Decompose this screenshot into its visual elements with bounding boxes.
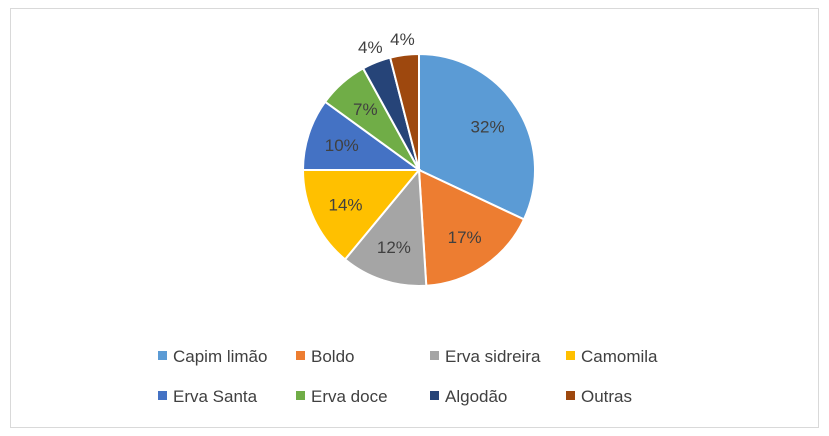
pie-slice-outras: [388, 52, 420, 171]
pie-slice-capim-limão: [418, 52, 536, 221]
slice-label-outras: 4%: [390, 30, 415, 49]
legend-label: Erva Santa: [173, 387, 258, 406]
legend-label: Outras: [581, 387, 632, 406]
legend-swatch: [158, 351, 167, 360]
slice-labels: 32% 17% 12% 14% 10% 7% 4% 4%: [325, 30, 505, 257]
legend-item-camomila: Camomila: [566, 347, 658, 366]
legend-label: Boldo: [311, 347, 354, 366]
slice-label-capim-limão: 32%: [471, 117, 505, 136]
legend-label: Camomila: [581, 347, 658, 366]
legend-label: Erva doce: [311, 387, 388, 406]
legend-item-capim-limão: Capim limão: [158, 347, 267, 366]
slice-label-erva-doce: 7%: [353, 100, 378, 119]
legend-item-algodão: Algodão: [430, 387, 507, 406]
slice-label-camomila: 14%: [329, 196, 363, 215]
legend-label: Capim limão: [173, 347, 267, 366]
slice-label-algodão: 4%: [358, 38, 383, 57]
legend-item-erva-sidreira: Erva sidreira: [430, 347, 541, 366]
legend-swatch: [158, 391, 167, 400]
legend-swatch: [430, 391, 439, 400]
pie-slice-erva-santa: [301, 100, 423, 171]
legend-label: Erva sidreira: [445, 347, 541, 366]
legend-item-outras: Outras: [566, 387, 632, 406]
pie-slice-boldo: [417, 168, 526, 287]
legend-swatch: [566, 391, 575, 400]
legend-label: Algodão: [445, 387, 507, 406]
legend-swatch: [296, 351, 305, 360]
pie-slice-camomila: [301, 169, 422, 261]
legend-swatch: [566, 351, 575, 360]
legend-item-erva-doce: Erva doce: [296, 387, 388, 406]
legend-swatch: [430, 351, 439, 360]
legend-item-boldo: Boldo: [296, 347, 354, 366]
slice-label-erva-santa: 10%: [325, 136, 359, 155]
pie-slices: [301, 52, 536, 287]
legend: Capim limão Boldo Erva sidreira Camomila Erv…: [158, 347, 658, 406]
slice-label-boldo: 17%: [448, 228, 482, 247]
slice-label-erva-sidreira: 12%: [377, 238, 411, 257]
pie-slice-erva-sidreira: [343, 167, 428, 287]
legend-swatch: [296, 391, 305, 400]
legend-item-erva-santa: Erva Santa: [158, 387, 258, 406]
